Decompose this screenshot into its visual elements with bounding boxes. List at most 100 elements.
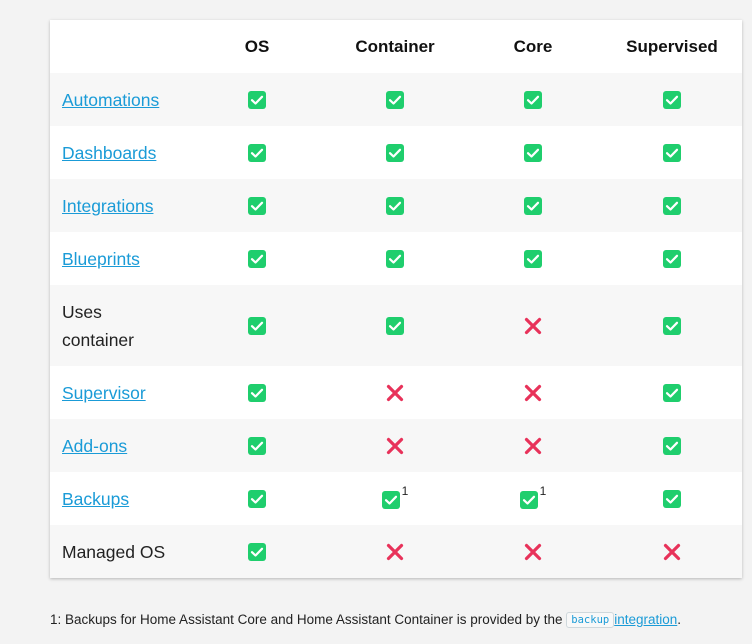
support-cell-core [464, 232, 602, 285]
support-cell-container [326, 419, 464, 472]
cross-icon [524, 543, 542, 561]
footnote-text: 1: Backups for Home Assistant Core and H… [50, 612, 563, 627]
feature-link-automations[interactable]: Automations [62, 89, 160, 110]
table-row: Backups 1 1 [50, 472, 742, 525]
cross-icon [663, 543, 681, 561]
feature-link-dashboards[interactable]: Dashboards [62, 142, 157, 163]
header-container: Container [326, 20, 464, 73]
support-cell-container [326, 179, 464, 232]
support-cell-supervised [602, 419, 742, 472]
check-icon [386, 317, 404, 336]
support-cell-core [464, 73, 602, 126]
check-icon [248, 91, 266, 110]
support-cell-os [188, 73, 326, 126]
support-cell-core [464, 126, 602, 179]
support-cell-container [326, 232, 464, 285]
check-icon [248, 144, 266, 163]
check-icon [519, 491, 538, 510]
footnote: 1: Backups for Home Assistant Core and H… [50, 612, 682, 628]
support-cell-os [188, 366, 326, 419]
cross-icon [524, 384, 542, 402]
feature-label-line: container [62, 329, 134, 350]
backup-code-link[interactable]: backup [566, 612, 615, 628]
feature-cell: Add-ons [50, 419, 188, 472]
feature-cell: Supervisor [50, 366, 188, 419]
check-icon [248, 490, 266, 509]
feature-link-supervisor[interactable]: Supervisor [62, 382, 146, 403]
feature-cell: Managed OS [50, 525, 188, 578]
support-cell-os [188, 472, 326, 525]
check-icon [524, 91, 542, 110]
check-icon [524, 144, 542, 163]
support-cell-core [464, 419, 602, 472]
feature-cell: Uses container [50, 285, 188, 366]
check-icon [386, 250, 404, 269]
table-row: Supervisor [50, 366, 742, 419]
table-body: Automations Dashboards Integrations Bluepri… [50, 73, 742, 578]
feature-label-line: Uses [62, 301, 102, 322]
support-cell-os [188, 126, 326, 179]
header-empty [50, 20, 188, 73]
support-cell-os [188, 179, 326, 232]
feature-cell: Blueprints [50, 232, 188, 285]
support-cell-container [326, 73, 464, 126]
check-icon [248, 197, 266, 216]
feature-link-blueprints[interactable]: Blueprints [62, 248, 140, 269]
comparison-card: OS Container Core Supervised Automations… [50, 20, 742, 578]
support-cell-container [326, 285, 464, 366]
support-cell-core [464, 525, 602, 578]
cross-icon [524, 317, 542, 335]
table-row: Dashboards [50, 126, 742, 179]
check-icon [663, 317, 681, 336]
feature-link-integrations[interactable]: Integrations [62, 195, 154, 216]
cross-icon [386, 384, 404, 402]
integration-link[interactable]: integration [614, 612, 678, 627]
table-row: Integrations [50, 179, 742, 232]
check-icon [386, 197, 404, 216]
check-icon [663, 384, 681, 403]
check-icon [386, 91, 404, 110]
support-cell-os [188, 525, 326, 578]
check-icon [524, 250, 542, 269]
feature-link-add-ons[interactable]: Add-ons [62, 435, 128, 456]
cross-icon [386, 543, 404, 561]
support-cell-os [188, 285, 326, 366]
check-icon [248, 437, 266, 456]
table-row: Blueprints [50, 232, 742, 285]
check-icon [663, 91, 681, 110]
support-cell-supervised [602, 525, 742, 578]
support-cell-os [188, 419, 326, 472]
support-cell-supervised [602, 285, 742, 366]
check-icon [248, 250, 266, 269]
feature-label: Managed OS [62, 541, 166, 562]
check-icon [248, 317, 266, 336]
check-icon [663, 144, 681, 163]
installation-comparison-table: OS Container Core Supervised Automations… [50, 20, 742, 578]
check-icon [386, 144, 404, 163]
support-cell-supervised [602, 126, 742, 179]
check-icon [524, 197, 542, 216]
support-cell-core [464, 366, 602, 419]
header-supervised: Supervised [602, 20, 742, 73]
check-icon [663, 197, 681, 216]
support-cell-container [326, 366, 464, 419]
feature-link-backups[interactable]: Backups [62, 488, 130, 509]
header-os: OS [188, 20, 326, 73]
check-icon [381, 491, 400, 510]
check-icon [248, 384, 266, 403]
support-cell-supervised [602, 179, 742, 232]
footnote-period: . [677, 612, 682, 627]
support-cell-core: 1 [464, 472, 602, 525]
support-cell-container [326, 525, 464, 578]
support-cell-supervised [602, 232, 742, 285]
footnote-marker: 1 [539, 484, 547, 499]
support-cell-container [326, 126, 464, 179]
table-row: Add-ons [50, 419, 742, 472]
support-cell-supervised [602, 472, 742, 525]
support-cell-os [188, 232, 326, 285]
cross-icon [386, 437, 404, 455]
footnote-marker: 1 [401, 484, 409, 499]
cross-icon [524, 437, 542, 455]
table-row: Managed OS [50, 525, 742, 578]
table-row: Automations [50, 73, 742, 126]
